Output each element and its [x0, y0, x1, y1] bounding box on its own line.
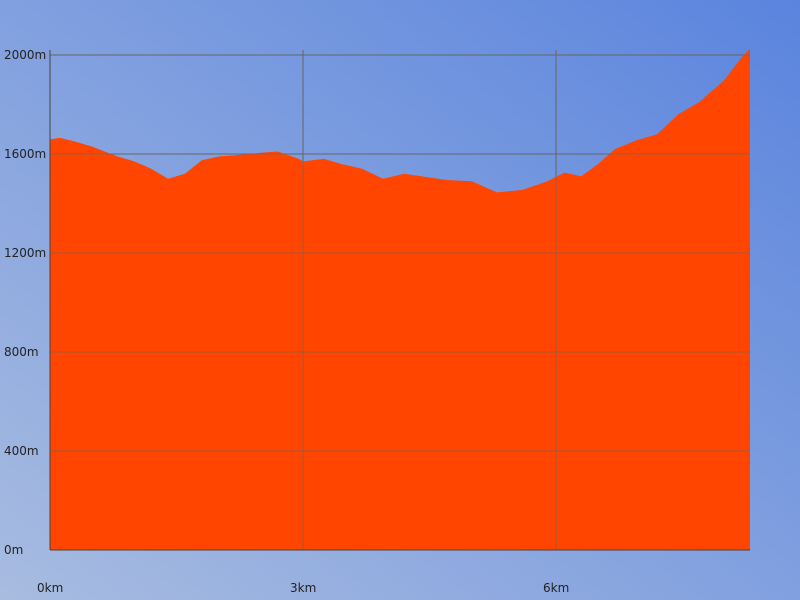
x-tick-label: 0km	[37, 581, 63, 595]
y-tick-label: 800m	[4, 345, 39, 359]
y-tick-label: 1600m	[4, 147, 46, 161]
y-tick-label: 1200m	[4, 246, 46, 260]
y-tick-label: 0m	[4, 543, 23, 557]
y-tick-label: 400m	[4, 444, 39, 458]
tick-labels: 0m 400m 800m 1200m 1600m 2000m 0km 3km 6km	[4, 48, 569, 595]
elevation-area	[50, 48, 750, 551]
x-tick-label: 3km	[290, 581, 316, 595]
axes	[49, 50, 750, 551]
y-tick-label: 2000m	[4, 48, 46, 62]
x-tick-label: 6km	[543, 581, 569, 595]
